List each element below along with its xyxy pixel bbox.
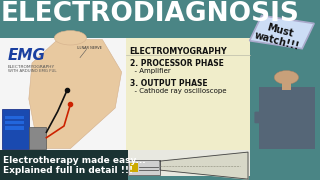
FancyBboxPatch shape — [0, 38, 126, 150]
FancyBboxPatch shape — [126, 38, 250, 150]
FancyBboxPatch shape — [29, 127, 46, 148]
FancyBboxPatch shape — [5, 121, 24, 124]
Text: ELECTRODIAGNOSIS: ELECTRODIAGNOSIS — [1, 1, 300, 27]
Polygon shape — [29, 40, 122, 148]
Text: ULNAR NERVE: ULNAR NERVE — [77, 46, 102, 50]
Text: 2. PROCESSOR PHASE: 2. PROCESSOR PHASE — [130, 59, 223, 68]
FancyBboxPatch shape — [259, 87, 315, 148]
Text: Electrotherapy made easy...: Electrotherapy made easy... — [3, 156, 146, 165]
FancyBboxPatch shape — [126, 150, 250, 176]
Ellipse shape — [54, 31, 86, 45]
Text: WITH ARDUINO EMG FUL: WITH ARDUINO EMG FUL — [8, 69, 57, 73]
Text: Explained full in detail !!!: Explained full in detail !!! — [3, 166, 133, 175]
Text: 3. OUTPUT PHASE: 3. OUTPUT PHASE — [130, 79, 207, 88]
FancyBboxPatch shape — [128, 160, 160, 175]
Text: - Cathode ray oscilloscope: - Cathode ray oscilloscope — [130, 88, 226, 94]
FancyBboxPatch shape — [282, 81, 291, 90]
FancyBboxPatch shape — [0, 0, 320, 28]
Text: ELECTROMYOGRAPHY: ELECTROMYOGRAPHY — [130, 47, 227, 56]
FancyBboxPatch shape — [254, 112, 286, 123]
FancyBboxPatch shape — [277, 112, 309, 123]
FancyBboxPatch shape — [5, 126, 24, 130]
FancyBboxPatch shape — [5, 116, 24, 119]
FancyBboxPatch shape — [250, 0, 320, 180]
Text: - Amplifier: - Amplifier — [130, 68, 170, 74]
Polygon shape — [160, 152, 248, 179]
FancyBboxPatch shape — [130, 163, 138, 172]
Circle shape — [274, 71, 299, 84]
Text: Must
watch!!!: Must watch!!! — [253, 20, 304, 52]
FancyBboxPatch shape — [250, 15, 314, 49]
FancyBboxPatch shape — [2, 109, 29, 148]
FancyBboxPatch shape — [0, 150, 128, 180]
Text: EMG: EMG — [8, 48, 46, 63]
Text: ELECTROMYOGRAPHY: ELECTROMYOGRAPHY — [8, 65, 55, 69]
